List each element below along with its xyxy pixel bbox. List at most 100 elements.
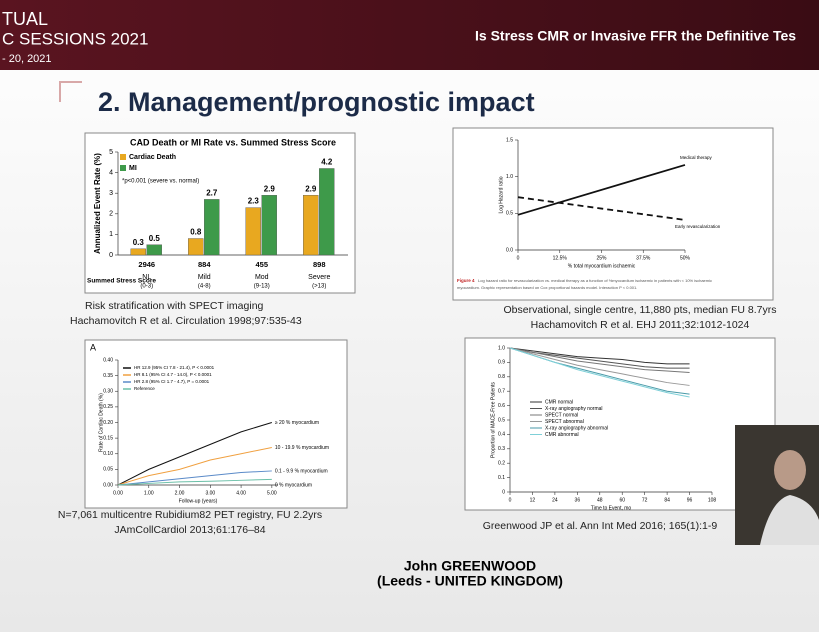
legend-label: CMR normal (545, 399, 573, 405)
series-line (509, 347, 690, 386)
panel-label: A (90, 342, 96, 352)
figure-label: Figure 4 (457, 278, 475, 283)
panel-frame (452, 127, 774, 301)
bar (319, 168, 335, 256)
y-tick-label: 0.05 (103, 467, 113, 473)
y-axis-label: Proportion of MACE-Free Patients (490, 382, 496, 458)
x-tick-label: 48 (597, 497, 603, 503)
y-tick-label: 0.3 (498, 446, 505, 452)
x-tick-label: 84 (664, 497, 670, 503)
y-tick-label: 0.25 (103, 404, 113, 410)
y-tick-label: 2 (109, 211, 113, 218)
y-axis-label: Rate of Cardiac Death (%) (98, 393, 104, 452)
series-line (117, 470, 272, 486)
y-tick-label: 0.10 (103, 451, 113, 457)
x-tick-label: 0 (509, 497, 512, 503)
y-tick-label: 0.40 (103, 357, 113, 363)
y-tick-label: 0.9 (498, 360, 505, 366)
legend-label: MI (129, 165, 137, 172)
caption: Greenwood JP et al. Ann Int Med 2016; 16… (483, 520, 718, 532)
legend-label: Reference (134, 386, 155, 391)
y-tick-label: 0.5 (506, 211, 513, 217)
x-tick-label: 96 (687, 497, 693, 503)
note: *p<0.001 (severe vs. normal) (122, 179, 199, 185)
x-tick-label: 2.00 (175, 490, 185, 496)
x-axis-label: Follow-up (years) (179, 498, 218, 504)
series-line (517, 196, 686, 221)
series-line (509, 347, 690, 373)
bar (303, 195, 319, 256)
event-text: C SESSIONS 2021 (2, 29, 148, 48)
y-tick-label: 1.0 (498, 345, 505, 351)
x-tick-label: Mild (198, 274, 211, 281)
speaker-affiliation: (Leeds - UNITED KINGDOM) (377, 573, 563, 589)
x-tick-label: 3.00 (205, 490, 215, 496)
y-tick-label: 0.35 (103, 373, 113, 379)
series-line (517, 164, 686, 216)
header-bar (0, 0, 819, 70)
x-axis-label: Time to Event, mo (591, 505, 632, 511)
y-tick-label: 1.5 (506, 137, 513, 143)
range-label: (0-3) (140, 284, 153, 290)
x-tick-label: Mod (255, 274, 269, 281)
value-label: 0.3 (133, 238, 145, 247)
slide-title: 2. Management/prognostic impact (98, 87, 535, 117)
bar (245, 207, 261, 256)
x-tick-label: 0 (517, 255, 520, 261)
value-label: 0.5 (149, 234, 161, 243)
line-label: Medical therapy (680, 155, 713, 160)
range-label: (>13) (312, 284, 326, 290)
count-label: 455 (255, 260, 268, 269)
speaker-name: John GREENWOOD (404, 558, 536, 574)
legend-swatch (120, 154, 126, 160)
range-label: (9-13) (254, 284, 270, 290)
x-tick-label: 37.5% (636, 255, 651, 261)
y-tick-label: 0.15 (103, 435, 113, 441)
legend-label: X-ray angiography normal (545, 406, 603, 412)
y-tick-label: 0.20 (103, 420, 113, 426)
x-tick-label: 12.5% (553, 255, 568, 261)
range-label: (4-8) (198, 284, 211, 290)
bar (204, 199, 220, 256)
value-label: 4.2 (321, 158, 333, 167)
webcam-person (774, 450, 806, 490)
y-tick-label: 0.30 (103, 389, 113, 395)
x-tick-label: 60 (619, 497, 625, 503)
y-tick-label: 1 (109, 231, 113, 238)
decoration (59, 81, 82, 102)
y-tick-label: 0 (502, 489, 505, 495)
series-line (509, 347, 690, 398)
header-title: Is Stress CMR or Invasive FFR the Defini… (475, 28, 796, 44)
x-tick-label: 25% (596, 255, 607, 261)
x-tick-label: 4.00 (236, 490, 246, 496)
value-label: 2.3 (248, 197, 260, 206)
y-tick-label: 1.0 (506, 174, 513, 180)
bar (146, 244, 162, 256)
x-tick-label: 72 (642, 497, 648, 503)
event-text: TUAL (2, 9, 48, 29)
y-tick-label: 0.0 (506, 247, 513, 253)
x-tick-label: 1.00 (144, 490, 154, 496)
value-label: 0.8 (190, 228, 202, 237)
figure-caption: Log hazard ratio for revascularization v… (478, 278, 712, 283)
webcam-person (760, 495, 819, 545)
value-label: 2.7 (206, 188, 218, 197)
value-label: 2.9 (264, 184, 276, 193)
y-tick-label: 0.7 (498, 389, 505, 395)
y-tick-label: 4 (109, 169, 113, 176)
series-line (117, 447, 272, 486)
x-axis-label: % total myocardium ischaemic (568, 263, 636, 269)
row-label: Summed Stress Score (87, 278, 156, 285)
count-label: 898 (313, 260, 326, 269)
bar (130, 248, 146, 256)
caption: Risk stratification with SPECT imaging (85, 300, 264, 312)
legend-label: SPECT normal (545, 412, 578, 418)
count-label: 2946 (138, 260, 155, 269)
caption: JAmCollCardiol 2013;61:176–84 (114, 524, 265, 536)
y-tick-label: 0.6 (498, 403, 505, 409)
y-tick-label: 0.8 (498, 374, 505, 380)
legend-label: HR 12.9 (95% CI 7.8 - 21.4), P < 0.0001 (134, 365, 215, 370)
y-tick-label: 0.00 (103, 482, 113, 488)
